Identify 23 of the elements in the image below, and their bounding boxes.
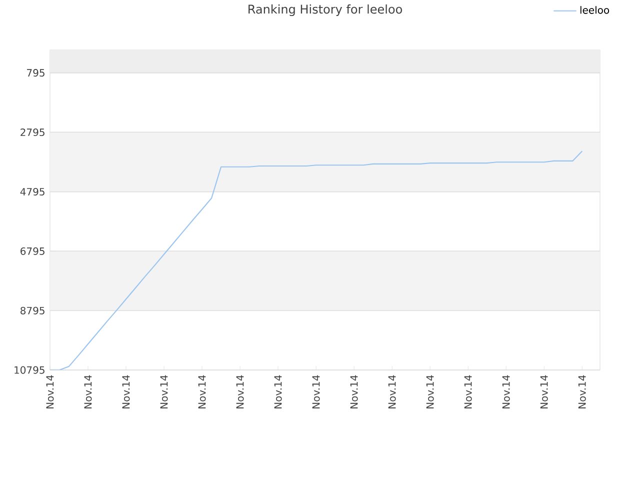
y-tick-label: 10795: [14, 366, 44, 374]
x-tick-label: Nov.14: [502, 375, 510, 408]
x-tick-label: Nov.14: [464, 375, 472, 408]
x-tick-label: Nov.14: [236, 375, 244, 408]
x-tick-label: Nov.14: [160, 375, 168, 408]
x-tick-label: Nov.14: [540, 375, 548, 408]
y-tick-label: 2795: [20, 128, 44, 136]
y-tick-label: 8795: [20, 306, 44, 314]
legend-label: leeloo: [580, 6, 610, 14]
x-tick-label: Nov.14: [84, 375, 92, 408]
x-tick-label: Nov.14: [578, 375, 586, 408]
x-tick-label: Nov.14: [426, 375, 434, 408]
x-tick-label: Nov.14: [198, 375, 206, 408]
y-tick-label: 795: [27, 69, 44, 77]
x-tick-label: Nov.14: [312, 375, 320, 408]
x-tick-label: Nov.14: [46, 375, 54, 408]
y-tick-label: 6795: [20, 247, 44, 255]
y-tick-label: 4795: [20, 188, 44, 196]
chart-title: Ranking History for leeloo: [248, 4, 402, 16]
x-tick-label: Nov.14: [274, 375, 282, 408]
x-tick-label: Nov.14: [388, 375, 396, 408]
x-tick-label: Nov.14: [350, 375, 358, 408]
x-tick-label: Nov.14: [122, 375, 130, 408]
